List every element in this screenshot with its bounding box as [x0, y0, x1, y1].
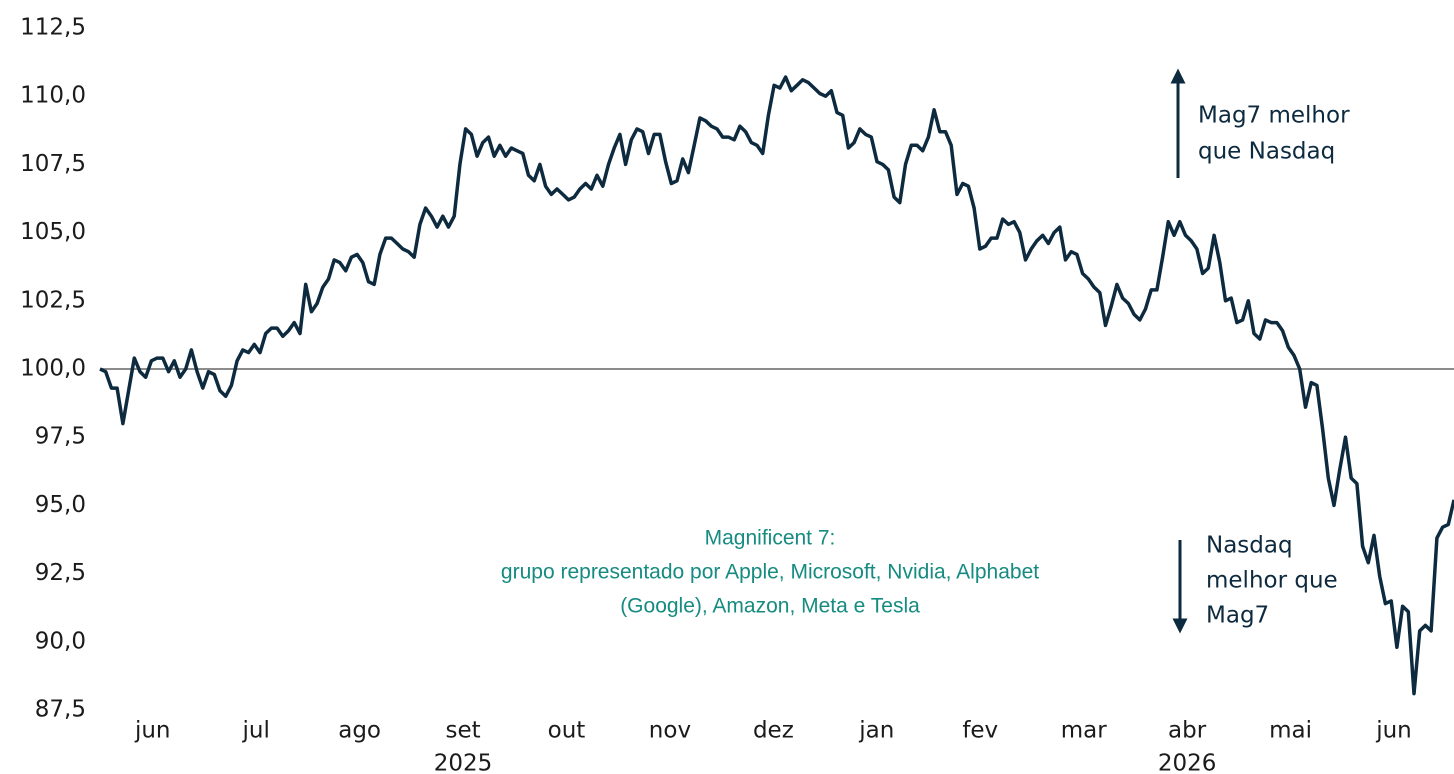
year-label: 2026 — [1158, 751, 1217, 774]
y-tick-label: 102,5 — [20, 287, 86, 313]
x-tick-label: abr — [1168, 718, 1207, 744]
x-tick-label: jun — [134, 718, 171, 744]
x-tick-label: jul — [242, 718, 270, 744]
y-tick-label: 105,0 — [20, 219, 86, 245]
y-tick-label: 112,5 — [20, 15, 86, 41]
note: grupo representado por Apple, Microsoft,… — [501, 561, 1039, 584]
y-tick-label: 90,0 — [35, 628, 86, 654]
year-label: 2025 — [434, 751, 493, 774]
annotation: Mag7 melhor — [1198, 103, 1350, 129]
data-line — [99, 75, 1454, 696]
x-tick-label: out — [548, 718, 586, 744]
note: (Google), Amazon, Meta e Tesla — [620, 595, 920, 618]
y-tick-label: 95,0 — [35, 492, 86, 518]
x-tick-label: mai — [1269, 718, 1312, 744]
x-tick-label: set — [445, 718, 480, 744]
x-tick-label: mar — [1061, 718, 1107, 744]
annotation: melhor que — [1206, 568, 1338, 594]
annotation: Mag7 — [1206, 603, 1269, 629]
x-tick-label: ago — [338, 718, 381, 744]
y-tick-label: 100,0 — [20, 356, 86, 382]
y-tick-label: 97,5 — [35, 424, 86, 450]
x-tick-label: jan — [858, 718, 894, 744]
x-tick-label: jun — [1375, 718, 1412, 744]
annotation: Nasdaq — [1206, 533, 1293, 559]
y-tick-label: 107,5 — [20, 151, 86, 177]
x-tick-label: nov — [649, 718, 691, 744]
x-tick-label: dez — [753, 718, 794, 744]
annotation: que Nasdaq — [1198, 139, 1335, 165]
y-tick-label: 92,5 — [35, 560, 86, 586]
y-tick-label: 110,0 — [20, 83, 86, 109]
y-tick-label: 87,5 — [35, 697, 86, 723]
note: Magnificent 7: — [705, 527, 836, 550]
x-tick-label: fev — [962, 718, 998, 744]
